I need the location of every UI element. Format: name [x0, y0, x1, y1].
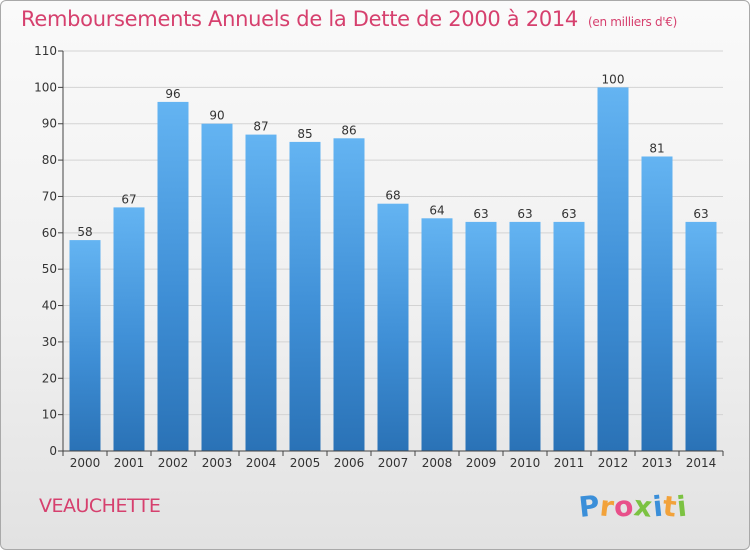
- value-label-2005: 85: [297, 127, 312, 141]
- value-label-2010: 63: [517, 207, 532, 221]
- value-label-2003: 90: [209, 109, 224, 123]
- x-tick-label-2011: 2011: [554, 456, 585, 470]
- value-label-2011: 63: [561, 207, 576, 221]
- y-tick-label: 0: [49, 444, 57, 458]
- y-tick-label: 100: [34, 80, 57, 94]
- chart-title-text: Remboursements Annuels de la Dette de 20…: [21, 7, 578, 31]
- x-tick-label-2004: 2004: [246, 456, 277, 470]
- value-label-2002: 96: [165, 87, 180, 101]
- value-label-2008: 64: [429, 203, 444, 217]
- y-tick-label: 30: [42, 335, 57, 349]
- y-tick-label: 20: [42, 371, 57, 385]
- value-label-2007: 68: [385, 189, 400, 203]
- y-tick-label: 80: [42, 153, 57, 167]
- bar-2008: [421, 218, 453, 451]
- bar-2001: [113, 207, 145, 451]
- y-tick-label: 10: [42, 408, 57, 422]
- x-tick-label-2005: 2005: [290, 456, 321, 470]
- value-label-2009: 63: [473, 207, 488, 221]
- bar-2006: [333, 138, 365, 452]
- bar-2004: [245, 134, 277, 451]
- x-tick-label-2007: 2007: [378, 456, 409, 470]
- x-tick-label-2000: 2000: [70, 456, 101, 470]
- y-tick-label: 50: [42, 262, 57, 276]
- bar-2013: [641, 156, 673, 451]
- value-label-2013: 81: [649, 142, 664, 156]
- x-tick-label-2013: 2013: [642, 456, 673, 470]
- value-label-2012: 100: [602, 72, 625, 86]
- proxiti-logo: Proxiti: [577, 489, 689, 524]
- x-tick-label-2006: 2006: [334, 456, 365, 470]
- bar-2005: [289, 141, 321, 451]
- bar-2002: [157, 101, 189, 452]
- y-tick-label: 70: [42, 189, 57, 203]
- bars: 58 67 96 90 87 85 86 68 64 63 63 63 100 81 63: [69, 72, 717, 452]
- x-tick-label-2003: 2003: [202, 456, 233, 470]
- bar-2009: [465, 221, 497, 451]
- y-tick-label: 110: [34, 44, 57, 58]
- value-label-2014: 63: [693, 207, 708, 221]
- y-tick-label: 40: [42, 299, 57, 313]
- value-label-2001: 67: [121, 192, 136, 206]
- bar-2010: [509, 221, 541, 451]
- axes: 0 10 20 30 40 50 60 70 80 90 100 110 2000 2001 2002 200…: [34, 44, 724, 470]
- value-label-2000: 58: [77, 225, 92, 239]
- y-tick-label: 90: [42, 117, 57, 131]
- value-label-2004: 87: [253, 120, 268, 134]
- logo-letter: i: [674, 489, 689, 524]
- bar-2003: [201, 123, 233, 451]
- chart-subtitle: (en milliers d'€): [588, 15, 678, 29]
- y-tick-label: 60: [42, 226, 57, 240]
- chart-title: Remboursements Annuels de la Dette de 20…: [21, 7, 677, 31]
- x-tick-label-2014: 2014: [686, 456, 717, 470]
- x-tick-label-2008: 2008: [422, 456, 453, 470]
- x-tick-label-2009: 2009: [466, 456, 497, 470]
- bar-2007: [377, 203, 409, 451]
- bar-2000: [69, 240, 101, 451]
- x-tick-label-2010: 2010: [510, 456, 541, 470]
- location-label: VEAUCHETTE: [39, 495, 161, 517]
- value-label-2006: 86: [341, 123, 356, 137]
- x-tick-label-2012: 2012: [598, 456, 629, 470]
- x-tick-label-2002: 2002: [158, 456, 189, 470]
- x-tick-label-2001: 2001: [114, 456, 145, 470]
- bar-2012: [597, 87, 629, 452]
- bar-2014: [685, 221, 717, 451]
- bar-2011: [553, 221, 585, 451]
